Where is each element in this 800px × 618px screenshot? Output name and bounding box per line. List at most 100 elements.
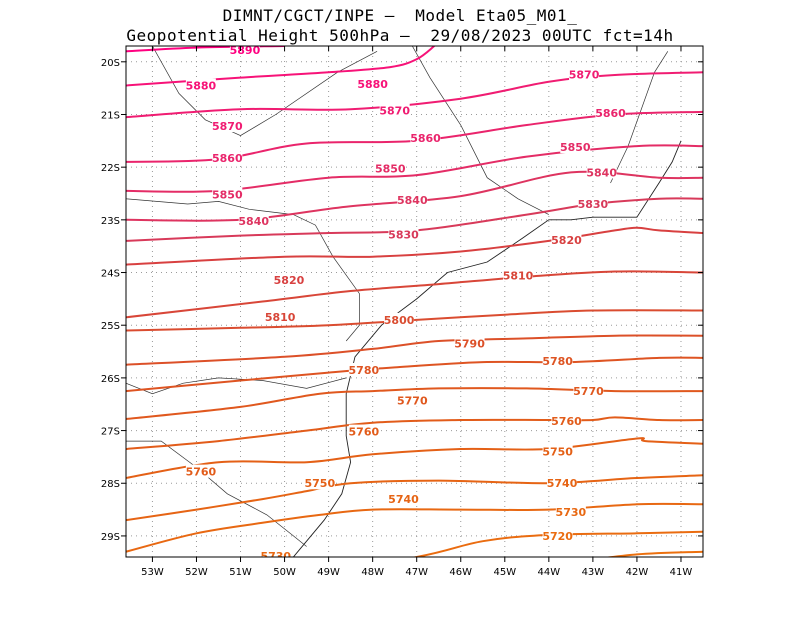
- title-line-2: Geopotential Height 500hPa – 29/08/2023 …: [126, 26, 674, 45]
- contour-label-bg: [542, 528, 573, 542]
- contour-label-bg: [555, 505, 586, 519]
- contour-label: 5890: [230, 44, 261, 57]
- contour-line-5820: [126, 226, 703, 266]
- contour-label: 5830: [578, 198, 609, 211]
- state-border: [126, 440, 307, 547]
- x-tick-label: 44W: [538, 567, 561, 578]
- contour-label: 5740: [388, 493, 419, 506]
- contour-label-bg: [185, 464, 216, 478]
- contour-label-bg: [503, 268, 534, 282]
- y-tick-label: 21S: [101, 110, 120, 121]
- contour-label: 5850: [212, 189, 243, 202]
- contour-label: 5870: [212, 120, 243, 133]
- contour-label-bg: [410, 131, 441, 145]
- x-tick-label: 47W: [405, 567, 428, 578]
- contour-label: 5840: [397, 194, 428, 207]
- contour-label: 5760: [349, 426, 380, 439]
- y-tick-label: 29S: [101, 532, 120, 543]
- state-border: [411, 46, 549, 215]
- x-tick-label: 52W: [185, 567, 208, 578]
- y-tick-label: 27S: [101, 427, 120, 438]
- coastline: [292, 140, 682, 557]
- contour-label-bg: [379, 103, 410, 117]
- contour-label: 5840: [586, 166, 617, 179]
- contour-label-bg: [238, 213, 269, 227]
- contour-line-5810: [126, 270, 703, 319]
- contour-label: 5860: [410, 132, 441, 145]
- contour-label-bg: [542, 354, 573, 368]
- contour-label-bg: [560, 140, 591, 154]
- x-tick-label: 49W: [317, 567, 340, 578]
- axis-ticks: 53W 52W 51W 50W 49W 48W 47W 46W 45W 44W 43W 42W 41W 2…: [101, 46, 703, 578]
- contour-label-bg: [212, 151, 243, 165]
- contour-label-bg: [185, 78, 216, 92]
- contour-line-5740: [126, 474, 703, 522]
- x-tick-label: 42W: [626, 567, 649, 578]
- contour-label-bg: [397, 393, 428, 407]
- contour-label-bg: [569, 67, 600, 81]
- contour-label-bg: [273, 272, 304, 286]
- x-tick-label: 51W: [229, 567, 252, 578]
- contour-label-bg: [229, 46, 260, 57]
- contour-label-bg: [265, 309, 296, 323]
- contour-label: 5860: [212, 152, 243, 165]
- contour-label: 5830: [388, 229, 419, 242]
- x-tick-label: 53W: [141, 567, 164, 578]
- contour-label: 5820: [274, 274, 305, 287]
- contour-label-bg: [586, 165, 617, 179]
- contour-label: 5750: [542, 446, 573, 459]
- contour-label-bg: [547, 476, 578, 490]
- contour-label-bg: [551, 232, 582, 246]
- contour-label-bg: [260, 548, 291, 557]
- contour-label: 5850: [560, 141, 591, 154]
- title-line-1: DIMNT/CGCT/INPE – Model Eta05_M01_: [222, 6, 578, 25]
- contour-label-bg: [595, 105, 626, 119]
- contour-line-5870: [126, 71, 703, 119]
- contour-label: 5870: [379, 104, 410, 117]
- y-tick-label: 28S: [101, 479, 120, 490]
- y-tick-label: 26S: [101, 374, 120, 385]
- contour-line-5830: [126, 197, 703, 242]
- contour-label: 5760: [551, 415, 582, 428]
- contour-line-5790: [126, 334, 703, 366]
- contour-line-5750: [126, 437, 703, 479]
- contour-line-5730: [126, 502, 703, 553]
- contour-label-bg: [454, 336, 485, 350]
- contour-label-bg: [357, 76, 388, 90]
- x-tick-label: 45W: [493, 567, 516, 578]
- contour-label-bg: [388, 492, 419, 506]
- contour-label: 5730: [556, 506, 587, 519]
- contour-line-5710: [603, 550, 703, 557]
- contour-label-bg: [212, 119, 243, 133]
- contour-labels: 5890 5880 5880 5870 5870 5870 5860 5860 5860 5850…: [185, 44, 626, 557]
- contour-label: 5750: [304, 477, 335, 490]
- y-tick-label: 25S: [101, 321, 120, 332]
- contour-label: 5780: [542, 355, 573, 368]
- contour-label-bg: [397, 192, 428, 206]
- x-tick-label: 48W: [361, 567, 384, 578]
- contour-label: 5790: [454, 338, 485, 351]
- contour-label: 5770: [573, 385, 604, 398]
- contour-label: 5770: [397, 395, 428, 408]
- contour-line-5800: [126, 309, 703, 332]
- y-tick-label: 24S: [101, 269, 120, 280]
- contour-label-bg: [348, 424, 379, 438]
- contour-label-bg: [573, 384, 604, 398]
- contour-label: 5720: [542, 530, 573, 543]
- x-tick-label: 46W: [449, 567, 472, 578]
- y-tick-label: 22S: [101, 163, 120, 174]
- geography-lines: [126, 46, 682, 557]
- state-border: [126, 377, 347, 395]
- contour-label: 5820: [551, 234, 582, 247]
- x-tick-label: 43W: [582, 567, 605, 578]
- contour-label-bg: [304, 476, 335, 490]
- contour-line-5760: [126, 416, 703, 450]
- contour-line-5720: [411, 530, 703, 557]
- contour-label: 5880: [357, 78, 388, 91]
- contour-label-bg: [542, 444, 573, 458]
- contour-label-bg: [388, 227, 419, 241]
- contour-label-bg: [551, 414, 582, 428]
- contour-label: 5850: [375, 163, 406, 176]
- contour-label-bg: [348, 362, 379, 376]
